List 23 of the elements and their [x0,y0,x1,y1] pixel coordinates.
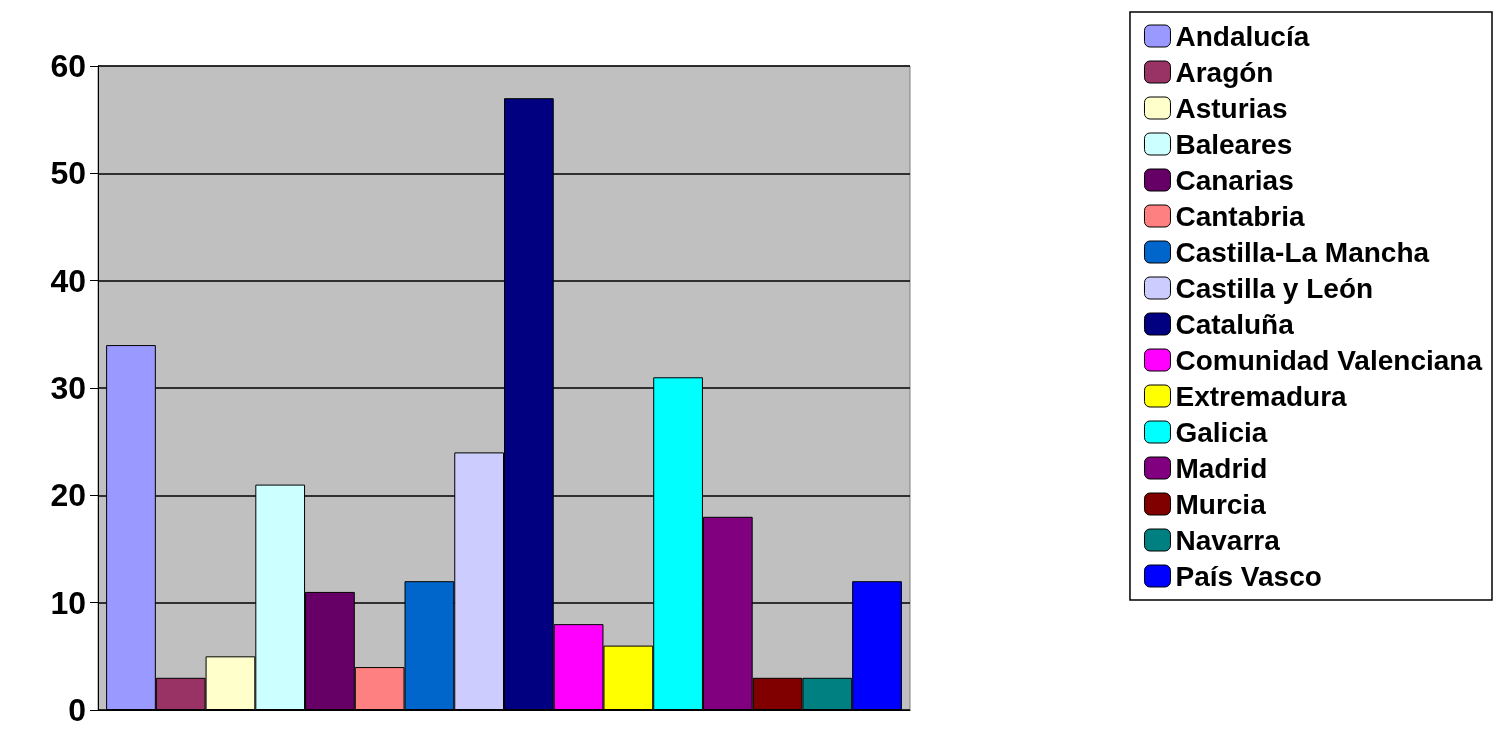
legend-label: Andalucía [1175,20,1310,52]
y-tick-label: 20 [50,477,86,514]
y-tick-label: 10 [50,584,86,621]
legend-label: Extremadura [1175,380,1348,412]
legend-label: Galicia [1175,416,1268,448]
legend-label: Aragón [1175,56,1274,88]
legend-label: Madrid [1175,452,1268,484]
y-tick-label: 30 [50,370,86,406]
legend-label: Canarias [1175,164,1294,196]
legend-label: Cataluña [1175,308,1295,340]
legend-label: Comunidad Valenciana [1175,344,1483,376]
legend-label: Murcia [1175,488,1267,520]
legend-label: Cantabria [1175,200,1306,232]
legend-label: País Vasco [1175,560,1322,592]
y-tick-label: 60 [50,48,86,84]
legend-label: Navarra [1175,524,1281,556]
legend-label: Baleares [1175,128,1293,160]
legend-label: Asturias [1175,92,1288,124]
legend-label: Castilla-La Mancha [1175,236,1430,268]
legend-label: Castilla y León [1175,272,1374,304]
y-tick-label: 50 [50,155,86,192]
y-tick-label: 40 [50,262,86,299]
y-tick-label: 0 [68,692,86,728]
